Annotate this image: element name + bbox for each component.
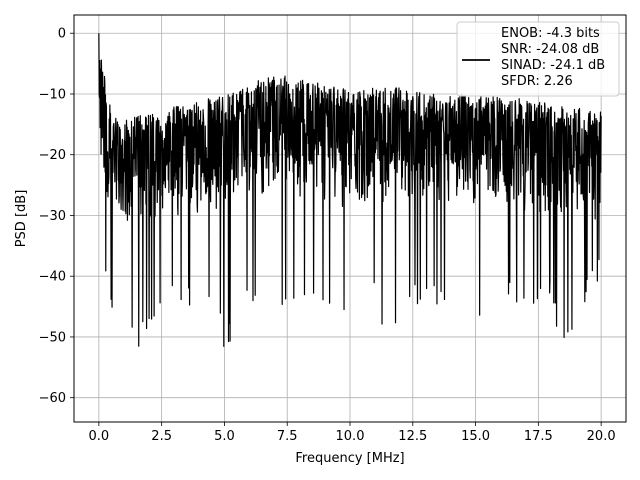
y-ticks: 0 −10 −20 −30 −40 −50 −60 <box>39 27 74 406</box>
x-tick-label: 10.0 <box>336 429 365 444</box>
legend-enob: ENOB: -4.3 bits <box>501 26 600 41</box>
plot-area <box>98 33 602 347</box>
legend-sfdr: SFDR: 2.26 <box>501 74 573 89</box>
legend-box <box>456 21 620 97</box>
y-tick-label: −50 <box>39 330 66 345</box>
legend-snr: SNR: -24.08 dB <box>501 42 599 57</box>
x-tick-label: 20.0 <box>587 429 616 444</box>
y-tick-label: −10 <box>39 87 66 102</box>
x-tick-label: 12.5 <box>398 429 427 444</box>
y-tick-label: −30 <box>39 209 66 224</box>
x-tick-label: 2.5 <box>151 429 172 444</box>
x-tick-label: 0.0 <box>89 429 110 444</box>
x-tick-label: 5.0 <box>214 429 235 444</box>
legend-sinad: SINAD: -24.1 dB <box>501 58 605 73</box>
x-tick-label: 17.5 <box>524 429 553 444</box>
y-tick-label: −40 <box>39 270 66 285</box>
y-tick-label: −20 <box>39 148 66 163</box>
x-axis-label: Frequency [MHz] <box>295 451 404 466</box>
x-tick-label: 7.5 <box>277 429 298 444</box>
y-tick-label: −60 <box>39 391 66 406</box>
y-tick-label: 0 <box>58 27 66 42</box>
x-ticks: 0.0 2.5 5.0 7.5 10.0 12.5 15.0 17.5 20.0 <box>89 422 616 444</box>
psd-series-line <box>98 33 602 347</box>
x-tick-label: 15.0 <box>461 429 490 444</box>
y-axis-label: PSD [dB] <box>14 190 29 248</box>
legend: ENOB: -4.3 bits SNR: -24.08 dB SINAD: -2… <box>456 21 620 97</box>
